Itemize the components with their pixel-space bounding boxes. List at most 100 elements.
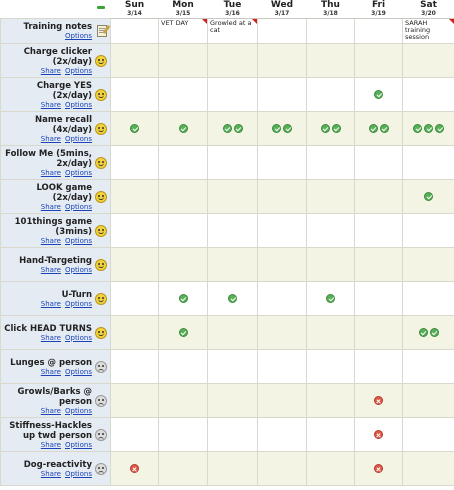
share-link[interactable]: Share <box>40 134 61 143</box>
day-cell[interactable] <box>257 417 307 452</box>
day-cell[interactable] <box>207 43 258 78</box>
day-cell[interactable] <box>207 349 258 384</box>
day-cell[interactable] <box>306 43 355 78</box>
day-cell[interactable] <box>354 247 403 282</box>
share-link[interactable]: Share <box>40 202 61 211</box>
note-cell[interactable]: SARAH training session <box>402 18 454 44</box>
day-cell[interactable] <box>158 77 208 112</box>
options-link[interactable]: Options <box>64 333 92 342</box>
day-cell[interactable] <box>110 349 159 384</box>
day-cell[interactable] <box>207 281 258 316</box>
day-cell[interactable] <box>110 145 159 180</box>
day-cell[interactable] <box>257 43 307 78</box>
day-cell[interactable] <box>110 179 159 214</box>
share-link[interactable]: Share <box>40 168 61 177</box>
share-link[interactable]: Share <box>40 469 61 478</box>
share-link[interactable]: Share <box>40 299 61 308</box>
day-cell[interactable] <box>158 145 208 180</box>
options-link[interactable]: Options <box>64 134 92 143</box>
day-cell[interactable] <box>354 77 403 112</box>
day-cell[interactable] <box>354 451 403 486</box>
day-cell[interactable] <box>158 247 208 282</box>
day-cell[interactable] <box>158 451 208 486</box>
day-cell[interactable] <box>110 281 159 316</box>
day-cell[interactable] <box>110 77 159 112</box>
day-cell[interactable] <box>207 111 258 146</box>
day-cell[interactable] <box>207 77 258 112</box>
options-link[interactable]: Options <box>64 299 92 308</box>
day-cell[interactable] <box>257 247 307 282</box>
options-link[interactable]: Options <box>64 32 92 40</box>
day-cell[interactable] <box>158 111 208 146</box>
day-cell[interactable] <box>158 417 208 452</box>
note-cell[interactable] <box>354 18 403 44</box>
day-cell[interactable] <box>257 451 307 486</box>
day-cell[interactable] <box>306 145 355 180</box>
options-link[interactable]: Options <box>64 66 92 75</box>
share-link[interactable]: Share <box>40 66 61 75</box>
day-cell[interactable] <box>158 213 208 248</box>
day-cell[interactable] <box>402 77 454 112</box>
day-cell[interactable] <box>354 179 403 214</box>
day-cell[interactable] <box>158 43 208 78</box>
options-link[interactable]: Options <box>64 469 92 478</box>
day-cell[interactable] <box>207 247 258 282</box>
day-cell[interactable] <box>207 383 258 418</box>
day-cell[interactable] <box>306 451 355 486</box>
day-cell[interactable] <box>354 213 403 248</box>
day-cell[interactable] <box>110 315 159 350</box>
day-cell[interactable] <box>158 281 208 316</box>
day-cell[interactable] <box>207 179 258 214</box>
day-cell[interactable] <box>306 111 355 146</box>
share-link[interactable]: Share <box>40 333 61 342</box>
day-cell[interactable] <box>110 417 159 452</box>
share-link[interactable]: Share <box>40 440 61 449</box>
day-cell[interactable] <box>110 43 159 78</box>
day-cell[interactable] <box>207 213 258 248</box>
day-cell[interactable] <box>402 247 454 282</box>
day-cell[interactable] <box>354 145 403 180</box>
day-cell[interactable] <box>402 145 454 180</box>
day-cell[interactable] <box>402 43 454 78</box>
day-cell[interactable] <box>306 383 355 418</box>
day-cell[interactable] <box>402 315 454 350</box>
options-link[interactable]: Options <box>64 367 92 376</box>
day-cell[interactable] <box>354 417 403 452</box>
options-link[interactable]: Options <box>64 202 92 211</box>
day-cell[interactable] <box>306 213 355 248</box>
share-link[interactable]: Share <box>40 100 61 109</box>
notepad-icon[interactable] <box>97 25 107 37</box>
options-link[interactable]: Options <box>64 406 92 415</box>
day-cell[interactable] <box>306 77 355 112</box>
day-cell[interactable] <box>257 349 307 384</box>
day-cell[interactable] <box>207 145 258 180</box>
day-cell[interactable] <box>402 179 454 214</box>
share-link[interactable]: Share <box>40 367 61 376</box>
options-link[interactable]: Options <box>64 100 92 109</box>
collapse-minus-icon[interactable] <box>96 6 105 9</box>
options-link[interactable]: Options <box>64 440 92 449</box>
day-cell[interactable] <box>306 179 355 214</box>
note-cell[interactable]: VET DAY <box>158 18 208 44</box>
day-cell[interactable] <box>257 281 307 316</box>
note-cell[interactable] <box>257 18 307 44</box>
day-cell[interactable] <box>402 349 454 384</box>
day-cell[interactable] <box>158 383 208 418</box>
share-link[interactable]: Share <box>40 265 61 274</box>
day-cell[interactable] <box>257 179 307 214</box>
note-cell[interactable] <box>110 18 159 44</box>
day-cell[interactable] <box>110 247 159 282</box>
day-cell[interactable] <box>402 281 454 316</box>
day-cell[interactable] <box>158 315 208 350</box>
note-cell[interactable]: Growled at a cat <box>207 18 258 44</box>
day-cell[interactable] <box>402 451 454 486</box>
day-cell[interactable] <box>306 247 355 282</box>
day-cell[interactable] <box>354 383 403 418</box>
day-cell[interactable] <box>354 315 403 350</box>
note-cell[interactable] <box>306 18 355 44</box>
options-link[interactable]: Options <box>64 236 92 245</box>
day-cell[interactable] <box>354 111 403 146</box>
day-cell[interactable] <box>110 451 159 486</box>
day-cell[interactable] <box>354 43 403 78</box>
day-cell[interactable] <box>306 349 355 384</box>
